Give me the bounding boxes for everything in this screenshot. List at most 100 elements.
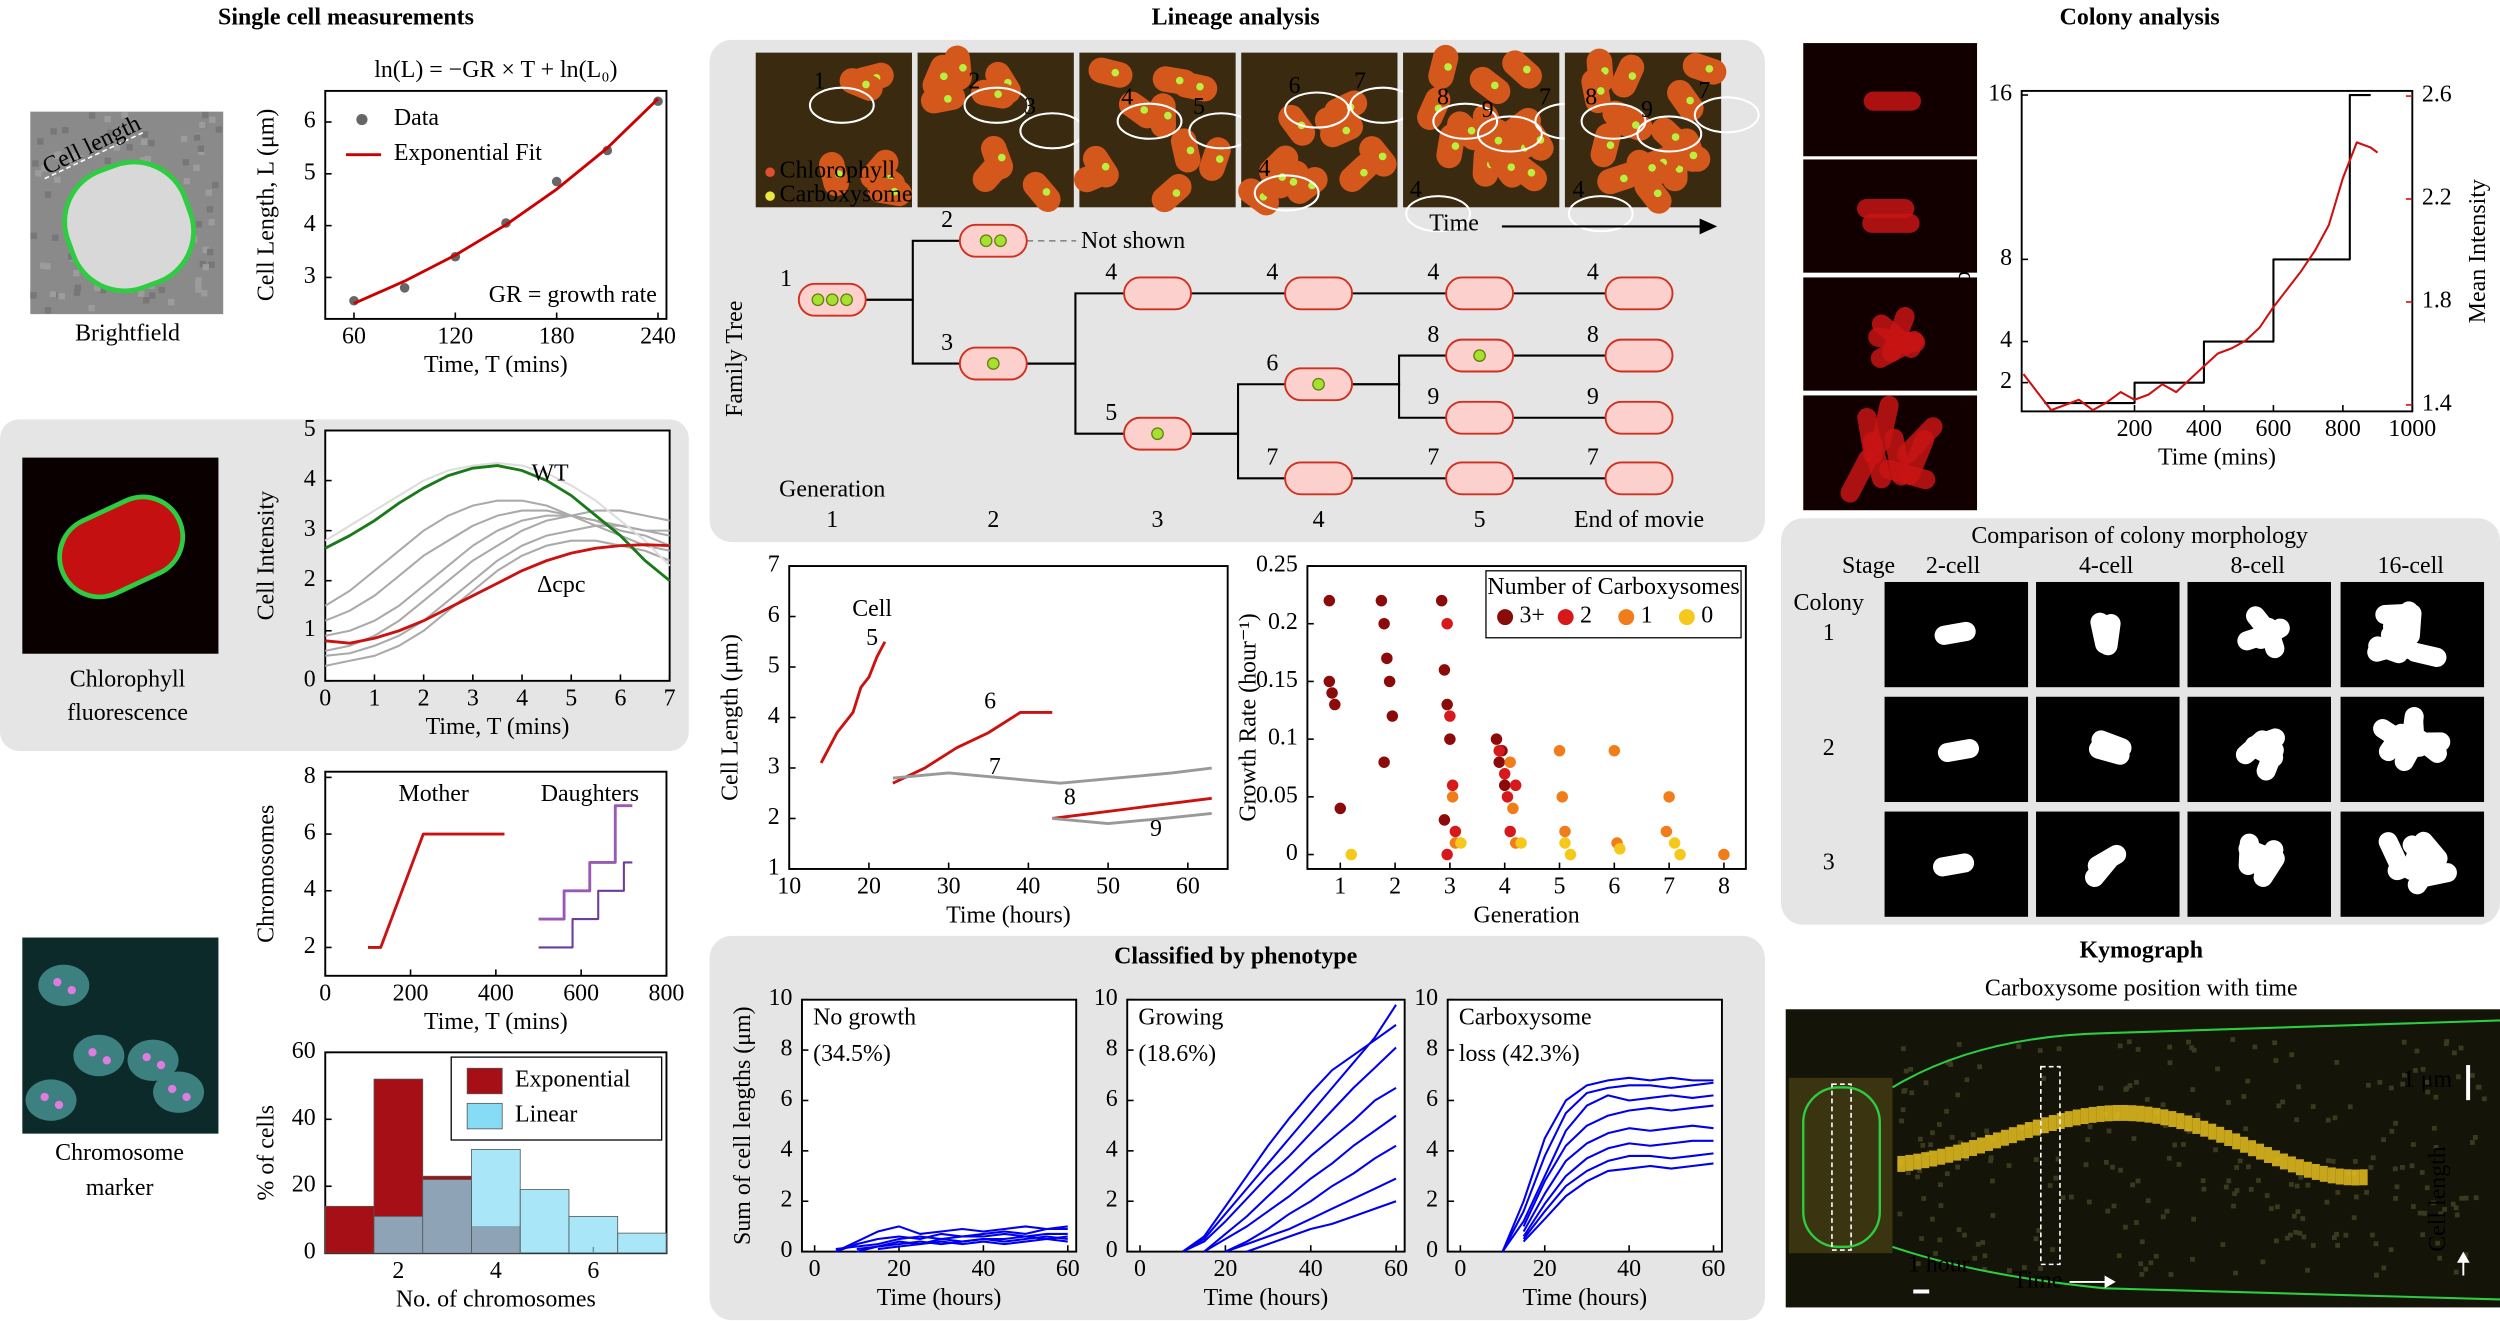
x-axis-label: Generation	[1474, 902, 1580, 928]
envelope	[1892, 1245, 2500, 1301]
texture	[202, 264, 210, 271]
noise	[2103, 1160, 2109, 1165]
data-point	[1556, 791, 1568, 803]
panel-title: (34.5%)	[813, 1041, 891, 1067]
cell-outline	[1636, 115, 1703, 153]
noise	[2021, 1265, 2027, 1270]
x-axis-label: Time (hours)	[877, 1285, 1002, 1311]
noise	[2068, 1194, 2074, 1200]
noise	[2422, 1210, 2427, 1216]
carboxysome-track	[2319, 1165, 2328, 1182]
noise	[2274, 1238, 2279, 1244]
cell-outline	[1284, 91, 1350, 129]
x-tick-label: 20	[887, 1256, 911, 1282]
data-point	[1559, 837, 1571, 849]
carboxysome	[1278, 173, 1287, 181]
noise	[2233, 1270, 2238, 1276]
noise	[2476, 1084, 2482, 1090]
data-point	[1501, 791, 1514, 803]
noise	[2138, 1261, 2144, 1267]
noise	[2389, 1128, 2395, 1134]
noise	[2268, 1206, 2274, 1211]
noise	[1957, 1140, 1963, 1146]
texture	[208, 261, 215, 269]
y-tick-label: 4	[768, 703, 780, 729]
texture	[32, 160, 39, 167]
carboxysome	[1342, 126, 1351, 135]
y2-tick-label: 2.2	[2422, 185, 2452, 211]
noise	[2215, 1066, 2220, 1072]
noise	[2191, 1216, 2197, 1222]
cell-outline	[1253, 174, 1320, 212]
noise	[2160, 1214, 2166, 1220]
column-header: 8-cell	[2230, 553, 2285, 579]
x-tick-label: 600	[563, 980, 599, 1006]
noise	[2458, 1045, 2464, 1051]
y-tick-label: 2	[1426, 1187, 1438, 1213]
data-point	[653, 96, 663, 107]
noise	[2047, 1183, 2053, 1188]
data-line	[1182, 1024, 1397, 1253]
data-point	[1438, 664, 1451, 676]
texture	[202, 111, 209, 119]
x-tick-label: 40	[971, 1256, 995, 1282]
carboxysome	[1444, 63, 1452, 71]
carboxysome	[1042, 188, 1051, 196]
y-tick-label: 10	[1414, 985, 1438, 1011]
noise	[2343, 1232, 2349, 1238]
x-tick-label: 60	[1384, 1256, 1408, 1282]
carboxysome-track	[1905, 1154, 1914, 1171]
noise	[2437, 1255, 2443, 1261]
chromosome-spot	[67, 985, 76, 995]
x-tick-label: 4	[490, 1258, 502, 1284]
carboxysome	[1101, 162, 1110, 171]
carboxysome-track	[2208, 1123, 2217, 1140]
carboxysome	[1507, 163, 1516, 171]
carboxysome-track	[2335, 1168, 2344, 1185]
colony-cell	[2373, 719, 2411, 751]
data-point	[1509, 779, 1522, 792]
cell-outline	[1802, 1086, 1881, 1249]
arrowhead	[2104, 1275, 2116, 1289]
legend-label: 2	[1580, 603, 1592, 629]
y-tick-label: 0.25	[1256, 552, 1298, 578]
x-tick-label: 6	[614, 685, 626, 711]
data-line	[325, 509, 670, 652]
node-label: 4	[1105, 260, 1117, 286]
axis-label: Time	[2013, 1267, 2063, 1293]
data-point	[1444, 733, 1456, 745]
texture	[149, 292, 156, 299]
data-point	[1507, 802, 1519, 815]
node-label: 4	[1266, 260, 1278, 286]
noise	[2310, 1104, 2316, 1109]
texture	[197, 145, 205, 152]
plot-area	[2020, 89, 2414, 413]
legend-swatch	[466, 1102, 503, 1130]
texture	[167, 298, 175, 306]
carboxysome-track	[2168, 1111, 2177, 1128]
legend-swatch	[765, 167, 775, 178]
cell	[1863, 91, 1922, 111]
x-tick-label: 0	[319, 980, 331, 1006]
carboxysome	[890, 187, 899, 196]
texture	[104, 115, 111, 123]
noise	[2463, 1252, 2469, 1258]
noise	[2417, 1210, 2423, 1216]
noise	[2134, 1220, 2139, 1225]
noise	[2424, 1185, 2430, 1191]
noise	[2275, 1204, 2280, 1210]
y-tick-label: 8	[1106, 1036, 1118, 1062]
chart-title: ln(L) = −GR × T + ln(L₀)	[374, 57, 617, 83]
y-tick-label: 60	[292, 1038, 316, 1064]
y-tick-label: 6	[1426, 1086, 1438, 1112]
noise	[2294, 1117, 2300, 1123]
y-tick-label: 16	[1988, 80, 2012, 106]
row-header: Colony	[1794, 590, 1864, 616]
noise	[2420, 1066, 2426, 1072]
x-tick-label: 2	[392, 1258, 404, 1284]
noise	[2134, 1079, 2139, 1085]
y-tick-label: 2	[304, 933, 316, 959]
carboxysome	[1494, 136, 1503, 145]
noise	[2331, 1235, 2337, 1240]
carboxysome	[1186, 146, 1195, 155]
